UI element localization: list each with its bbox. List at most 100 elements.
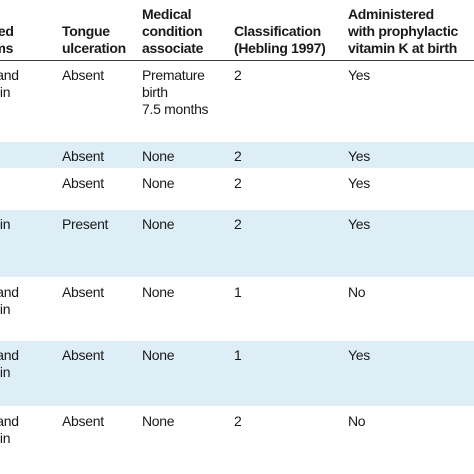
table-cell: y and ty in g xyxy=(0,277,56,341)
cell-line: 1 xyxy=(234,346,242,363)
table-cell: y xyxy=(0,168,56,210)
cell-line: Yes xyxy=(348,174,370,191)
header-line: condition xyxy=(142,22,203,39)
cell-line: Absent xyxy=(62,283,104,300)
cell-line: 2 xyxy=(234,66,242,83)
table-cell: No xyxy=(348,406,474,474)
table-cell: None xyxy=(142,340,234,407)
header-line: Medical xyxy=(142,5,192,22)
table-cell: None xyxy=(142,277,234,341)
cell-line: None xyxy=(142,412,175,429)
cell-line: 1 xyxy=(234,283,242,300)
table-cell: 2 xyxy=(234,60,348,142)
table-cell: 1 xyxy=(234,340,348,407)
cell-line: Absent xyxy=(62,346,104,363)
table-cell: ty in g xyxy=(0,209,56,278)
cell-line: 2 xyxy=(234,215,242,232)
table-cell: 2 xyxy=(234,209,348,278)
cell-line: None xyxy=(142,147,175,164)
header-line: with prophylactic xyxy=(348,22,459,39)
table-cell: None xyxy=(142,141,234,169)
header-line: vitamin K at birth xyxy=(348,39,457,56)
cell-line: y and xyxy=(0,412,19,429)
table-cell: Absent xyxy=(56,60,142,142)
table-cell: Yes xyxy=(348,141,474,169)
header-cell-classification: Classification (Hebling 1997) xyxy=(234,0,348,61)
cell-line: Premature xyxy=(142,66,205,83)
header-line: ulceration xyxy=(62,39,126,56)
header-line: ated xyxy=(0,22,14,39)
cell-line: 2 xyxy=(234,147,242,164)
header-cell-tongue-ulceration: Tongue ulceration xyxy=(56,0,142,61)
table-row: y and ty in g Absent None 1 Yes xyxy=(0,340,474,407)
table-cell: Yes xyxy=(348,340,474,407)
cell-line: y and xyxy=(0,66,19,83)
cell-line: 2 xyxy=(234,412,242,429)
table-row: y and ty in g Absent None 2 No xyxy=(0,406,474,474)
cell-line: y xyxy=(0,148,54,165)
cell-line: Yes xyxy=(348,346,370,363)
table-row: y and ty in g Absent Premature birth 7.5… xyxy=(0,60,474,142)
cell-line: g xyxy=(0,447,54,464)
table-cell: 1 xyxy=(234,277,348,341)
table-cell: None xyxy=(142,406,234,474)
cell-line: Yes xyxy=(348,215,370,232)
table-cell: None xyxy=(142,168,234,210)
cell-line: Absent xyxy=(62,147,104,164)
cell-line: g xyxy=(0,101,54,118)
table-cell: No xyxy=(348,277,474,341)
cell-line: y xyxy=(0,175,54,192)
table-cell: Absent xyxy=(56,141,142,169)
header-line: associate xyxy=(142,39,204,56)
cell-line: Absent xyxy=(62,412,104,429)
table-cell: Yes xyxy=(348,168,474,210)
table-cell: Absent xyxy=(56,277,142,341)
cell-line: ty in xyxy=(0,83,11,100)
table-cell: y and ty in g xyxy=(0,60,56,142)
table-cell: Present xyxy=(56,209,142,278)
cell-line: None xyxy=(142,283,175,300)
cell-line: No xyxy=(348,283,366,300)
table-cell: Yes xyxy=(348,60,474,142)
table-cell: Absent xyxy=(56,168,142,210)
table-cell: Yes xyxy=(348,209,474,278)
table-cell: Absent xyxy=(56,406,142,474)
cell-line: g xyxy=(0,233,54,250)
header-cell-col0: ated ems xyxy=(0,0,56,61)
table-row: y Absent None 2 Yes xyxy=(0,168,474,210)
cell-line: g xyxy=(0,381,54,398)
cell-line: ty in xyxy=(0,215,11,232)
cell-line: ty in xyxy=(0,363,11,380)
header-line: (Hebling 1997) xyxy=(234,39,326,56)
cell-line: ty in xyxy=(0,429,11,446)
cell-line: g xyxy=(0,318,54,335)
cell-line: Absent xyxy=(62,66,104,83)
table-cell: 2 xyxy=(234,141,348,169)
cell-line: ty in xyxy=(0,300,11,317)
cell-line: No xyxy=(348,412,366,429)
cell-line: Present xyxy=(62,215,109,232)
cell-line: None xyxy=(142,215,175,232)
cell-line: y and xyxy=(0,283,19,300)
header-line: Tongue xyxy=(62,22,110,39)
table-row: y Absent None 2 Yes xyxy=(0,141,474,169)
header-cell-medical-condition: Medical condition associate xyxy=(142,0,234,61)
header-line: Administered xyxy=(348,5,434,22)
header-cell-vitamin-k: Administered with prophylactic vitamin K… xyxy=(348,0,474,61)
table-row: ty in g Present None 2 Yes xyxy=(0,209,474,278)
table-row: y and ty in g Absent None 1 No xyxy=(0,277,474,341)
table-cell: 2 xyxy=(234,406,348,474)
cell-line: 7.5 months xyxy=(142,100,209,117)
table-cell: y xyxy=(0,141,56,169)
cell-line: birth xyxy=(142,83,168,100)
header-line: ems xyxy=(0,39,14,56)
cell-line: 2 xyxy=(234,174,242,191)
cell-line: Yes xyxy=(348,66,370,83)
table-cell: None xyxy=(142,209,234,278)
table-cell: y and ty in g xyxy=(0,406,56,474)
cell-line: Yes xyxy=(348,147,370,164)
table-cell: y and ty in g xyxy=(0,340,56,407)
cell-line: None xyxy=(142,346,175,363)
